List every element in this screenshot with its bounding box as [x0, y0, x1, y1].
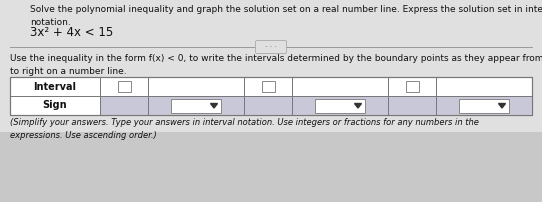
Text: · · ·: · · ·: [265, 42, 277, 52]
Bar: [315, 99, 365, 113]
Bar: [171, 99, 221, 113]
Text: Interval: Interval: [34, 81, 76, 92]
Polygon shape: [354, 103, 362, 108]
Bar: [118, 81, 131, 92]
Text: (Simplify your answers. Type your answers in interval notation. Use integers or : (Simplify your answers. Type your answer…: [10, 118, 479, 140]
Bar: [100, 96, 148, 115]
Bar: [292, 96, 388, 115]
Bar: [0, 0, 542, 132]
FancyBboxPatch shape: [255, 40, 287, 54]
Polygon shape: [499, 103, 506, 108]
Text: 3x² + 4x < 15: 3x² + 4x < 15: [30, 26, 113, 39]
Text: Solve the polynomial inequality and graph the solution set on a real number line: Solve the polynomial inequality and grap…: [30, 5, 542, 27]
Bar: [436, 96, 532, 115]
Bar: [261, 81, 274, 92]
Text: Sign: Sign: [43, 101, 67, 110]
Bar: [10, 77, 532, 115]
Bar: [405, 81, 418, 92]
Bar: [388, 96, 436, 115]
Bar: [148, 96, 244, 115]
Text: Use the inequality in the form f(x) < 0, to write the intervals determined by th: Use the inequality in the form f(x) < 0,…: [10, 54, 542, 76]
Bar: [244, 96, 292, 115]
Polygon shape: [210, 103, 217, 108]
Bar: [10, 77, 532, 115]
Bar: [459, 99, 509, 113]
